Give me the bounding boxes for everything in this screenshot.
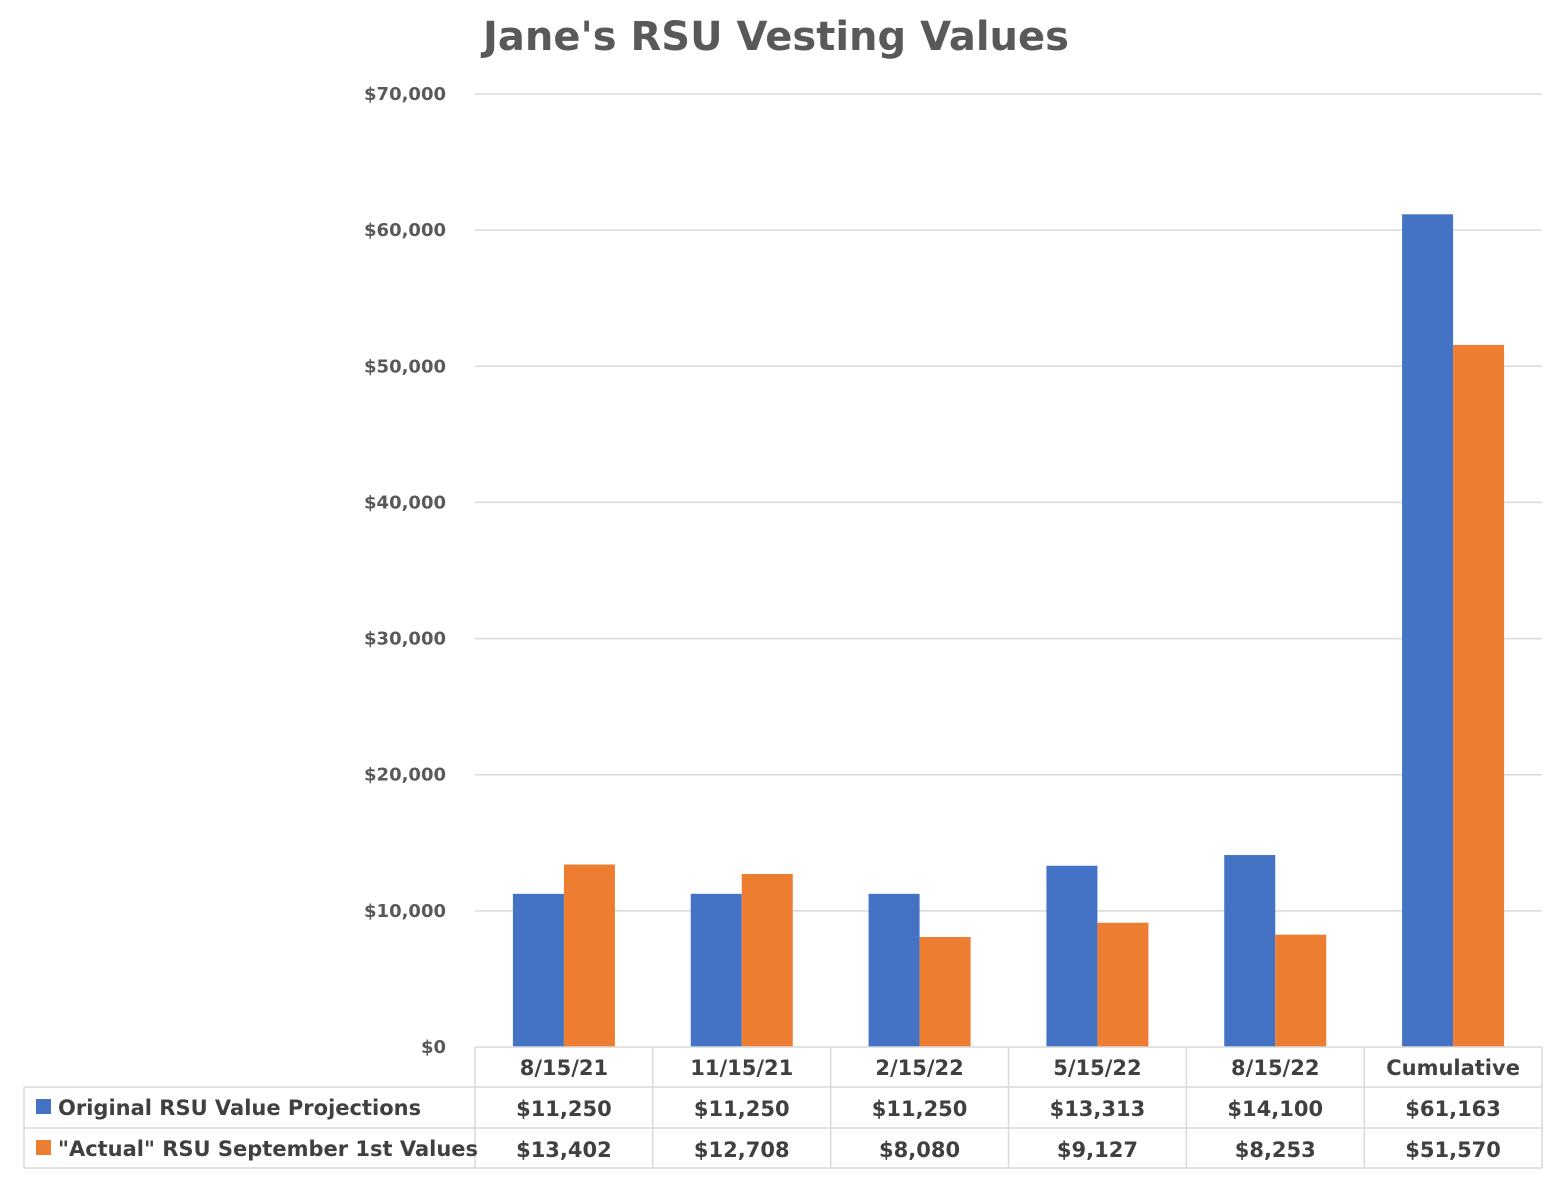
data-table-value: $14,100 xyxy=(1227,1097,1323,1121)
y-tick-label: $60,000 xyxy=(364,220,446,241)
category-label: Cumulative xyxy=(1386,1056,1520,1080)
category-label: 5/15/22 xyxy=(1053,1056,1141,1080)
y-tick-label: $30,000 xyxy=(364,629,446,650)
bar xyxy=(868,893,920,1047)
data-table-value: $11,250 xyxy=(872,1097,968,1121)
data-table-value: $9,127 xyxy=(1057,1138,1138,1162)
bar xyxy=(741,873,793,1047)
legend-swatch xyxy=(36,1140,51,1155)
data-table-value: $8,253 xyxy=(1235,1138,1316,1162)
y-axis-tick-labels: $0 $10,000 $20,000 $30,000 $40,000 $50,000 $60… xyxy=(364,84,446,1058)
category-label: 8/15/22 xyxy=(1231,1056,1319,1080)
legend-series-name: Original RSU Value Projections xyxy=(58,1096,421,1120)
bar xyxy=(1046,865,1098,1047)
bar xyxy=(1275,934,1327,1047)
gridlines xyxy=(475,93,1542,912)
bar xyxy=(1453,344,1505,1048)
bar xyxy=(919,936,971,1047)
bar xyxy=(563,864,615,1047)
bars xyxy=(512,214,1505,1048)
category-label: 2/15/22 xyxy=(875,1056,963,1080)
y-tick-label: $70,000 xyxy=(364,84,446,105)
data-table: 8/15/21 11/15/21 2/15/22 5/15/22 8/15/22 Cumu… xyxy=(23,1046,1543,1169)
legend-series-name: "Actual" RSU September 1st Values xyxy=(58,1137,478,1161)
y-tick-label: $20,000 xyxy=(364,765,446,786)
y-tick-label: $40,000 xyxy=(364,492,446,513)
bar xyxy=(690,893,742,1047)
data-table-value: $13,402 xyxy=(516,1138,612,1162)
bar xyxy=(1402,214,1454,1047)
category-label: 11/15/21 xyxy=(690,1056,793,1080)
legend-swatch xyxy=(36,1099,51,1114)
data-table-value: $61,163 xyxy=(1405,1097,1501,1121)
data-table-value: $8,080 xyxy=(879,1138,960,1162)
data-table-value: $12,708 xyxy=(694,1138,790,1162)
data-table-value: $13,313 xyxy=(1050,1097,1146,1121)
y-tick-label: $10,000 xyxy=(364,901,446,922)
bar xyxy=(512,893,564,1047)
category-label: 8/15/21 xyxy=(520,1056,608,1080)
data-table-value: $11,250 xyxy=(694,1097,790,1121)
chart-title: Jane's RSU Vesting Values xyxy=(483,14,1069,60)
y-tick-label: $0 xyxy=(421,1037,446,1058)
bar xyxy=(1224,855,1276,1047)
data-table-value: $51,570 xyxy=(1405,1138,1501,1162)
data-table-value: $11,250 xyxy=(516,1097,612,1121)
bar xyxy=(1097,922,1149,1047)
y-tick-label: $50,000 xyxy=(364,356,446,377)
